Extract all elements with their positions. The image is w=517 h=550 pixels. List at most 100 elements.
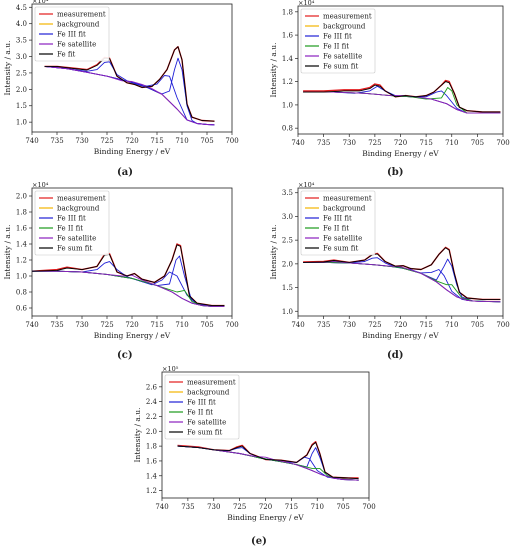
- x-tick-label: 700: [496, 321, 509, 329]
- y-tick-label: 4.5: [16, 4, 27, 12]
- series-line-sum: [303, 247, 501, 300]
- series-line-fe3: [303, 257, 501, 303]
- series-line-fe3: [303, 90, 501, 114]
- x-tick-label: 700: [362, 503, 375, 511]
- x-axis-label: Binding Energy / eV: [362, 331, 439, 340]
- x-tick-label: 730: [75, 321, 88, 329]
- x-tick-label: 720: [125, 321, 138, 329]
- legend-label: measurement: [57, 195, 106, 203]
- x-tick-label: 705: [471, 321, 484, 329]
- series-line-sum: [44, 46, 215, 122]
- x-tick-label: 715: [419, 139, 432, 147]
- series-line-satellite: [303, 91, 501, 114]
- x-tick-label: 700: [496, 139, 509, 147]
- y-tick-label: 1.2: [16, 257, 27, 265]
- x-axis-label: Binding Energy / eV: [94, 331, 171, 340]
- x-tick-label: 740: [155, 503, 168, 511]
- legend-label: Fe II fit: [57, 225, 83, 233]
- legend-label: Fe III fit: [57, 215, 86, 223]
- legend-label: Fe satellite: [187, 419, 226, 427]
- y-tick-label: 1.6: [146, 457, 158, 465]
- series-line-sum: [303, 81, 501, 113]
- y-tick-label: 1.8: [282, 8, 293, 16]
- panel-label-b: (b): [387, 167, 404, 178]
- x-tick-label: 705: [200, 321, 213, 329]
- legend-label: Fe II fit: [323, 43, 349, 51]
- panel-label-a: (a): [117, 167, 133, 178]
- series-line-sum: [31, 244, 225, 307]
- x-tick-label: 740: [25, 137, 38, 145]
- series-line-fe3: [32, 255, 225, 307]
- y-tick-label: 1.0: [282, 308, 293, 316]
- legend-label: Fe sum fit: [57, 245, 92, 253]
- legend-label: Fe sum fit: [187, 429, 222, 437]
- y-tick-label: 1.0: [16, 119, 27, 127]
- y-axis-label: Intensity / a.u.: [269, 43, 278, 98]
- series-line-satellite: [44, 65, 215, 126]
- panel-a: 740 735 730 725 720 715 710 705 700 1.0 1.5 2.0 2.5 3…: [3, 0, 239, 156]
- x-tick-label: 720: [394, 139, 407, 147]
- panel-d: 740 735 730 725 720 715 710 705 700 1.0 1.5 2.0 2.5 3…: [269, 181, 510, 340]
- series-line-fe3: [177, 445, 359, 481]
- legend-box: [34, 6, 110, 62]
- x-tick-label: 730: [343, 139, 356, 147]
- x-tick-label: 735: [181, 503, 194, 511]
- y-axis-label: Intensity / a.u.: [3, 41, 12, 96]
- panel-label-c: (c): [117, 350, 133, 361]
- y-axis-label: Intensity / a.u.: [269, 225, 278, 280]
- x-tick-label: 720: [394, 321, 407, 329]
- legend-label: measurement: [57, 11, 106, 19]
- legend-label: background: [187, 389, 230, 397]
- legend-label: measurement: [323, 13, 372, 21]
- series-line-fe3: [177, 445, 359, 481]
- x-axis-label: Binding Energy / eV: [362, 149, 439, 158]
- series-line-fe3: [44, 61, 215, 126]
- x-tick-label: 735: [50, 137, 63, 145]
- x-tick-label: 700: [225, 137, 238, 145]
- legend-box: [34, 190, 110, 256]
- y-tick-label: 3.0: [282, 213, 293, 221]
- y-tick-label: 0.8: [282, 125, 293, 133]
- x-axis-label: Binding Energy / eV: [227, 513, 304, 522]
- y-tick-label: 1.2: [282, 78, 293, 86]
- legend-label: background: [57, 21, 100, 29]
- x-tick-label: 725: [100, 137, 113, 145]
- x-tick-label: 720: [125, 137, 138, 145]
- x-tick-label: 725: [100, 321, 113, 329]
- y-tick-label: 1.4: [282, 55, 294, 63]
- legend-label: Fe II fit: [187, 409, 213, 417]
- legend-label: background: [323, 205, 366, 213]
- y-tick-label: 2.6: [146, 383, 158, 391]
- x-tick-label: 700: [225, 321, 238, 329]
- y-tick-label: 3.5: [16, 37, 27, 45]
- y-tick-label: 3.0: [16, 53, 27, 61]
- x-axis-label: Binding Energy / eV: [94, 147, 171, 156]
- legend-label: Fe satellite: [323, 235, 362, 243]
- legend-label: Fe satellite: [57, 235, 96, 243]
- x-tick-label: 715: [285, 503, 298, 511]
- y-tick-label: 2.2: [146, 413, 157, 421]
- legend-label: Fe III fit: [323, 215, 352, 223]
- panel-b: 740 735 730 725 720 715 710 705 700 0.8 1.0 1.2 1.4 1…: [269, 0, 510, 158]
- y-tick-label: 1.6: [282, 32, 294, 40]
- x-tick-label: 715: [150, 321, 163, 329]
- y-tick-label: 2.0: [146, 428, 157, 436]
- y-tick-label: 4.0: [16, 20, 27, 28]
- y-tick-label: 3.5: [282, 189, 293, 197]
- y-tick-label: 2.0: [16, 193, 27, 201]
- legend-label: Fe III fit: [57, 31, 86, 39]
- y-tick-label: 1.6: [16, 225, 28, 233]
- y-exponent-label: ×10⁵: [162, 365, 179, 373]
- x-tick-label: 735: [317, 139, 330, 147]
- y-axis-label: Intensity / a.u.: [3, 225, 12, 280]
- x-tick-label: 735: [317, 321, 330, 329]
- x-tick-label: 730: [207, 503, 220, 511]
- panel-label-e: (e): [251, 536, 267, 547]
- series-line-fe2: [303, 261, 501, 303]
- series-line-background: [44, 65, 215, 126]
- series-line-fe2: [177, 445, 359, 481]
- y-tick-label: 0.8: [16, 289, 27, 297]
- legend-label: measurement: [187, 379, 236, 387]
- x-tick-label: 725: [368, 321, 381, 329]
